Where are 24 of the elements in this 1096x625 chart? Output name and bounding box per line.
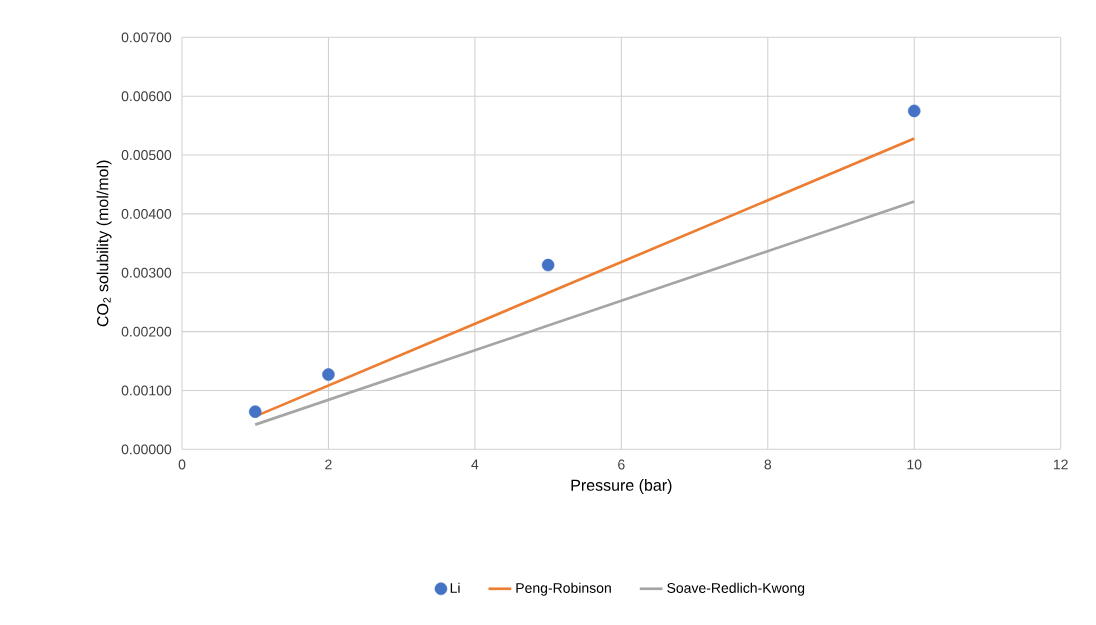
y-tick-label: 0.00200 [121, 326, 172, 337]
point [907, 104, 921, 118]
x-axis-title: Pressure (bar) [571, 478, 672, 494]
legend-label: Soave-Redlich-Kwong [667, 582, 805, 596]
legend-label: Li [450, 582, 460, 593]
y-tick-label: 0.00100 [121, 385, 172, 396]
x-tick-label: 12 [1053, 459, 1068, 470]
point [248, 405, 262, 418]
legend-label: Peng-Robinson [516, 582, 611, 596]
y-tick-label: 0.00000 [121, 444, 172, 455]
x-tick-label: 8 [764, 459, 772, 470]
x-tick-label: 6 [618, 459, 625, 470]
x-tick-label: 10 [907, 459, 922, 470]
y-tick-label: 0.00500 [121, 149, 172, 160]
x-tick-label: 0 [178, 459, 186, 470]
point [541, 258, 555, 272]
y-tick-label: 0.00300 [121, 267, 172, 278]
x-tick-label: 4 [471, 459, 479, 470]
y-tick-label: 0.00700 [121, 32, 172, 43]
x-tick-label: 2 [325, 459, 332, 470]
y-tick-label: 0.00600 [121, 91, 172, 101]
point [322, 368, 335, 381]
y-axis-title: CO$_{2}$ solubility (mol/mol) [96, 160, 112, 327]
y-tick-label: 0.00400 [121, 208, 172, 219]
